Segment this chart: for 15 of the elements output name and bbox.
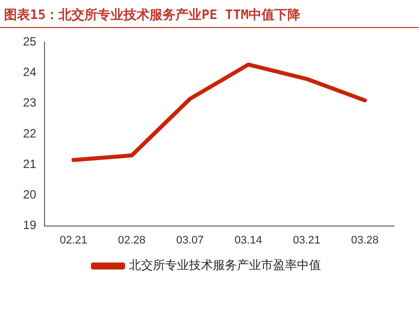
y-tick-label: 19 [22,218,37,232]
x-tick-label: 03.07 [176,234,204,246]
y-tick-label: 22 [22,126,37,140]
legend-label: 北交所专业技术服务产业市盈率中值 [129,258,321,272]
x-tick-label: 03.28 [351,234,379,246]
y-tick-label: 20 [22,188,37,202]
y-tick-label: 23 [22,96,37,110]
x-tick-label: 02.28 [118,234,146,246]
y-tick-label: 25 [22,34,37,49]
x-tick-label: 03.14 [234,234,262,246]
x-tick-label: 03.21 [292,234,320,246]
x-tick-label: 02.21 [60,234,88,246]
chart-title: 图表15：北交所专业技术服务产业PE TTM中值下降 [4,6,301,24]
y-tick-label: 21 [22,156,37,171]
y-tick-label: 24 [22,65,37,80]
